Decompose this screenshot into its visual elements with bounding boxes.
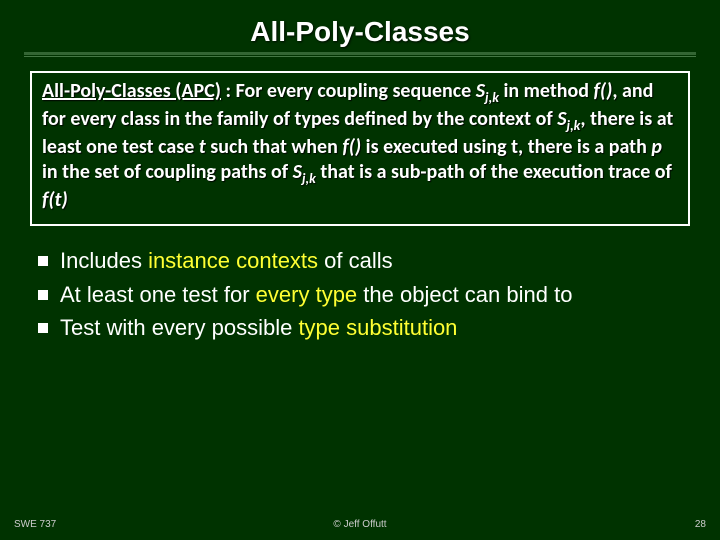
slide-title: All-Poly-Classes [24,16,696,52]
bullet-item: Includes instance contexts of calls [38,246,682,276]
highlight: instance contexts [148,248,318,273]
footer-center: © Jeff Offutt [333,519,386,530]
definition-term: All-Poly-Classes (APC) [42,79,221,103]
bullet-list: Includes instance contexts of calls At l… [38,246,682,343]
highlight: type substitution [298,315,457,340]
title-rule [24,52,696,57]
definition-box: All-Poly-Classes (APC) : For every coupl… [30,71,690,226]
footer: SWE 737 © Jeff Offutt 28 [0,519,720,530]
footer-left: SWE 737 [14,519,56,530]
footer-right: 28 [695,519,706,530]
slide: All-Poly-Classes All-Poly-Classes (APC) … [0,0,720,540]
bullet-item: At least one test for every type the obj… [38,280,682,310]
highlight: every type [256,282,358,307]
bullet-item: Test with every possible type substituti… [38,313,682,343]
definition-text: All-Poly-Classes (APC) : For every coupl… [42,79,678,214]
